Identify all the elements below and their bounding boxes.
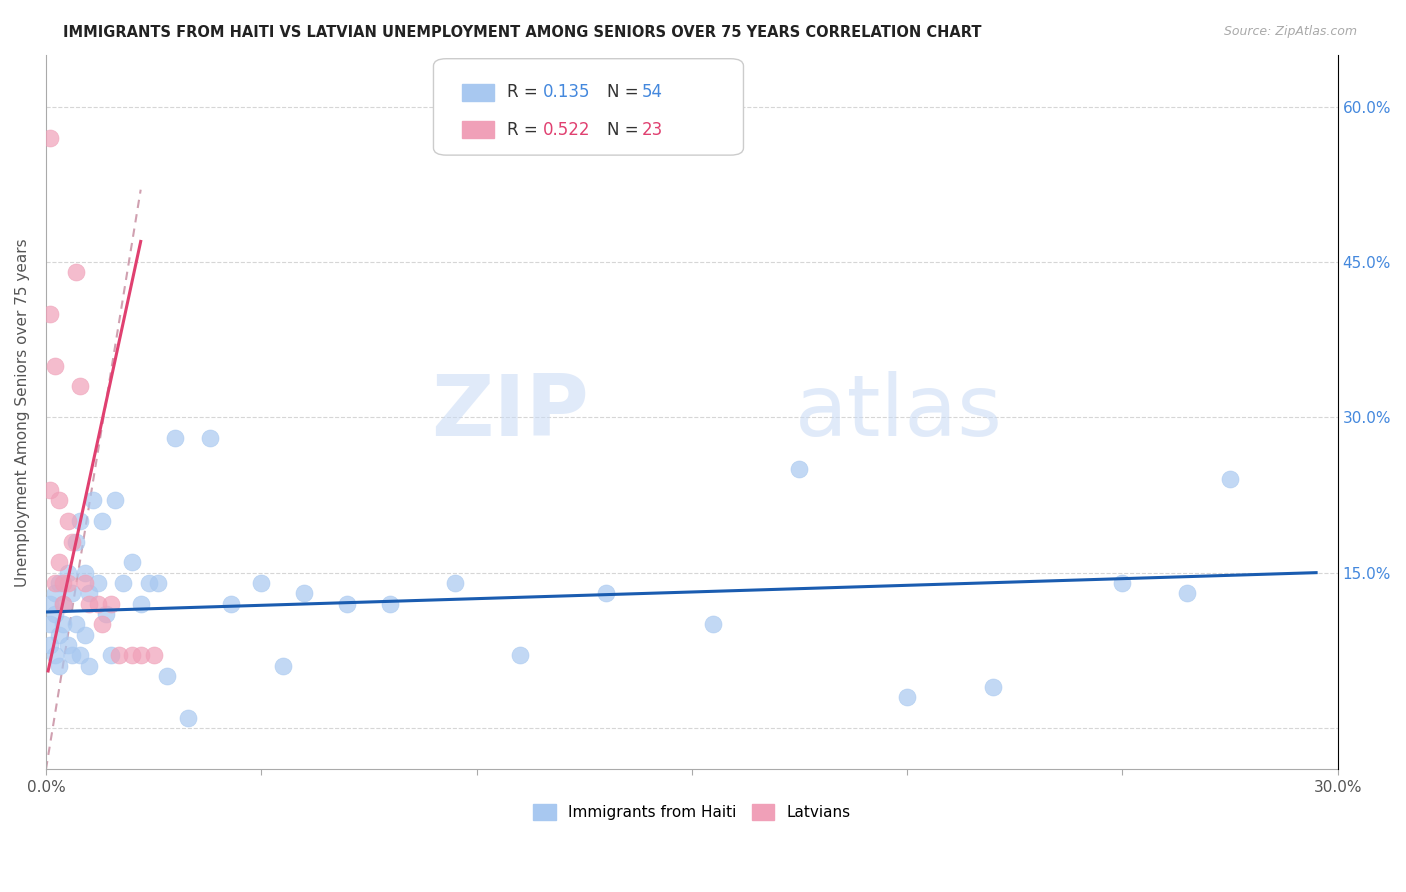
Point bbox=[48, 628, 70, 642]
Point bbox=[1219, 473, 1241, 487]
Point bbox=[91, 617, 114, 632]
Text: N =: N = bbox=[606, 121, 644, 139]
Point bbox=[271, 658, 294, 673]
Point bbox=[60, 534, 83, 549]
Point bbox=[86, 576, 108, 591]
Point bbox=[509, 648, 531, 663]
Point bbox=[69, 514, 91, 528]
Point bbox=[52, 576, 75, 591]
Point bbox=[65, 265, 87, 279]
Point bbox=[44, 607, 66, 621]
Point bbox=[39, 131, 62, 145]
FancyBboxPatch shape bbox=[463, 121, 494, 138]
Text: Source: ZipAtlas.com: Source: ZipAtlas.com bbox=[1223, 25, 1357, 38]
Point bbox=[77, 597, 100, 611]
Point bbox=[73, 628, 96, 642]
Point bbox=[1175, 586, 1198, 600]
Point bbox=[60, 648, 83, 663]
Point bbox=[112, 576, 135, 591]
Point bbox=[981, 680, 1004, 694]
Point bbox=[77, 586, 100, 600]
FancyBboxPatch shape bbox=[433, 59, 744, 155]
Point bbox=[39, 638, 62, 652]
Text: ZIP: ZIP bbox=[430, 371, 589, 454]
Point bbox=[56, 566, 79, 580]
Text: R =: R = bbox=[508, 121, 543, 139]
Point bbox=[39, 597, 62, 611]
Point bbox=[104, 493, 127, 508]
Y-axis label: Unemployment Among Seniors over 75 years: Unemployment Among Seniors over 75 years bbox=[15, 238, 30, 587]
Point bbox=[77, 658, 100, 673]
Text: 0.522: 0.522 bbox=[543, 121, 591, 139]
Text: 23: 23 bbox=[641, 121, 662, 139]
Point bbox=[48, 658, 70, 673]
Point bbox=[138, 576, 160, 591]
Text: IMMIGRANTS FROM HAITI VS LATVIAN UNEMPLOYMENT AMONG SENIORS OVER 75 YEARS CORREL: IMMIGRANTS FROM HAITI VS LATVIAN UNEMPLO… bbox=[63, 25, 981, 40]
Point bbox=[336, 597, 359, 611]
Point bbox=[44, 586, 66, 600]
Text: N =: N = bbox=[606, 83, 644, 101]
Point bbox=[52, 617, 75, 632]
Point bbox=[896, 690, 918, 704]
Point bbox=[219, 597, 242, 611]
Point bbox=[121, 555, 143, 569]
Point bbox=[177, 710, 200, 724]
Point bbox=[48, 555, 70, 569]
Point bbox=[56, 576, 79, 591]
Point bbox=[595, 586, 617, 600]
Point bbox=[44, 359, 66, 373]
Point bbox=[250, 576, 273, 591]
Point bbox=[100, 597, 122, 611]
Point bbox=[39, 307, 62, 321]
Point bbox=[48, 576, 70, 591]
Point bbox=[91, 514, 114, 528]
Point bbox=[129, 648, 152, 663]
Point bbox=[86, 597, 108, 611]
Point bbox=[69, 379, 91, 393]
Point bbox=[65, 617, 87, 632]
Point bbox=[142, 648, 165, 663]
Point bbox=[129, 597, 152, 611]
Point bbox=[380, 597, 402, 611]
Point bbox=[108, 648, 131, 663]
Point bbox=[165, 431, 187, 445]
Point bbox=[44, 576, 66, 591]
Point bbox=[52, 597, 75, 611]
Point bbox=[52, 597, 75, 611]
Point bbox=[121, 648, 143, 663]
Point bbox=[44, 648, 66, 663]
Point bbox=[39, 617, 62, 632]
Point bbox=[82, 493, 104, 508]
Point bbox=[444, 576, 467, 591]
FancyBboxPatch shape bbox=[463, 84, 494, 101]
Point bbox=[702, 617, 724, 632]
Point bbox=[789, 462, 811, 476]
Point bbox=[56, 514, 79, 528]
Point bbox=[73, 576, 96, 591]
Point bbox=[48, 493, 70, 508]
Legend: Immigrants from Haiti, Latvians: Immigrants from Haiti, Latvians bbox=[527, 797, 856, 826]
Point bbox=[60, 586, 83, 600]
Point bbox=[69, 648, 91, 663]
Text: 0.135: 0.135 bbox=[543, 83, 591, 101]
Point bbox=[100, 648, 122, 663]
Point bbox=[39, 483, 62, 497]
Text: atlas: atlas bbox=[796, 371, 1002, 454]
Text: R =: R = bbox=[508, 83, 543, 101]
Point bbox=[155, 669, 177, 683]
Point bbox=[73, 566, 96, 580]
Point bbox=[96, 607, 118, 621]
Point bbox=[146, 576, 169, 591]
Point bbox=[65, 534, 87, 549]
Text: 54: 54 bbox=[641, 83, 662, 101]
Point bbox=[1111, 576, 1133, 591]
Point bbox=[56, 638, 79, 652]
Point bbox=[292, 586, 315, 600]
Point bbox=[198, 431, 221, 445]
